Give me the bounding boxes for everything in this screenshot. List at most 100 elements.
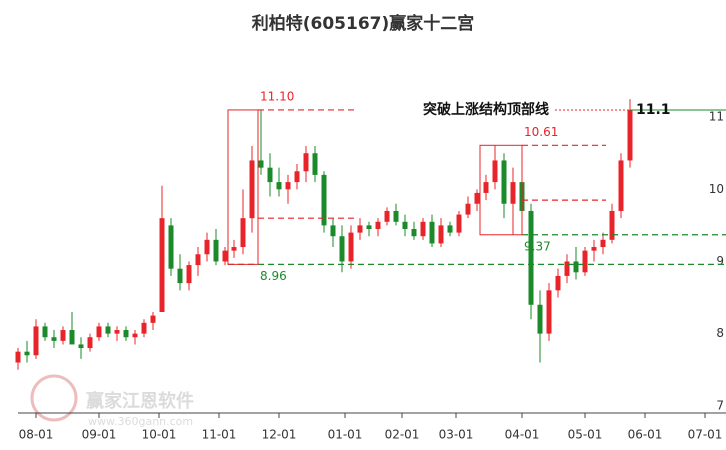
y-tick-label: 7 xyxy=(716,398,724,412)
candle-body xyxy=(393,210,399,222)
structure-box xyxy=(227,109,259,265)
candle-body xyxy=(312,153,318,175)
x-tick-label: 11-01 xyxy=(202,428,237,442)
candle-body xyxy=(177,268,183,284)
candle-body xyxy=(114,330,120,334)
y-tick-label: 10 xyxy=(709,182,724,196)
box-bottom-label: 8.96 xyxy=(260,269,287,283)
candle-body xyxy=(609,210,615,240)
candle-body xyxy=(33,326,39,356)
candle-body xyxy=(78,344,84,349)
x-tick-label: 06-01 xyxy=(628,428,663,442)
candle-body xyxy=(438,225,444,244)
chart-title: 利柏特(605167)赢家十二宫 xyxy=(252,13,475,34)
candle-body xyxy=(357,225,363,233)
candle-body xyxy=(573,261,579,273)
candle-body xyxy=(510,182,516,204)
candle-body xyxy=(303,153,309,172)
box-top-label: 10.61 xyxy=(524,125,558,139)
candle-body xyxy=(87,337,93,349)
candle-body xyxy=(213,239,219,262)
watermark-logo xyxy=(30,374,78,422)
x-tick-label: 03-01 xyxy=(439,428,474,442)
candle-body xyxy=(294,171,300,183)
candle-body xyxy=(231,247,237,251)
y-tick-label: 9 xyxy=(716,254,724,268)
candle-body xyxy=(600,239,606,248)
candle-body xyxy=(528,210,534,305)
candle-body xyxy=(420,221,426,237)
candle-body xyxy=(150,315,156,323)
y-tick-label: 8 xyxy=(716,326,724,340)
candle-body xyxy=(402,221,408,229)
candle-body xyxy=(204,239,210,255)
candle-body xyxy=(132,333,138,338)
x-tick-label: 02-01 xyxy=(385,428,420,442)
candle-body xyxy=(465,203,471,215)
candle-body xyxy=(330,225,336,237)
candle-body xyxy=(555,275,561,291)
candle-body xyxy=(267,167,273,183)
candle-body xyxy=(105,326,111,334)
candle-body xyxy=(537,304,543,334)
x-tick-label: 04-01 xyxy=(505,428,540,442)
watermark-text: 赢家江恩软件 xyxy=(86,390,194,412)
candle-body xyxy=(258,160,264,168)
candle-body xyxy=(627,109,633,161)
x-tick-label: 09-01 xyxy=(82,428,117,442)
candle-body xyxy=(348,232,354,262)
candle-body xyxy=(321,174,327,226)
candle-body xyxy=(186,265,192,284)
y-tick-label: 11 xyxy=(709,110,724,124)
candle-body xyxy=(195,254,201,266)
candle-body xyxy=(24,351,30,356)
structure-box xyxy=(479,144,523,236)
candle-body xyxy=(429,221,435,244)
candle-body xyxy=(222,250,228,262)
x-tick-label: 12-01 xyxy=(262,428,297,442)
candle-body xyxy=(483,182,489,193)
candle-body xyxy=(546,290,552,334)
watermark: 赢家江恩软件 www.360gann.com xyxy=(30,374,194,428)
candle-body xyxy=(285,182,291,190)
candle-body xyxy=(159,218,165,312)
breakout-text: 突破上涨结构顶部线 xyxy=(423,101,549,118)
candle-body xyxy=(564,261,570,276)
candle-body xyxy=(384,210,390,222)
candle-body xyxy=(474,192,480,204)
x-tick-label: 05-01 xyxy=(568,428,603,442)
box-bottom-label: 9.37 xyxy=(524,239,551,253)
breakout-value: 11.1 xyxy=(636,102,671,118)
watermark-url: www.360gann.com xyxy=(88,415,193,428)
candle-body xyxy=(42,326,48,338)
candle-body xyxy=(168,225,174,269)
candle-body xyxy=(123,330,129,338)
candle-body xyxy=(456,214,462,233)
candle-body xyxy=(276,182,282,190)
candle-body xyxy=(501,160,507,204)
x-tick-label: 08-01 xyxy=(19,428,54,442)
x-tick-label: 10-01 xyxy=(142,428,177,442)
candle-body xyxy=(60,330,66,341)
candle-body xyxy=(339,236,345,262)
candle-body xyxy=(375,221,381,229)
candle-body xyxy=(618,160,624,211)
candle-body xyxy=(249,160,255,219)
candle-body xyxy=(15,351,21,363)
candle-body xyxy=(69,330,75,345)
x-tick-label: 07-01 xyxy=(688,428,723,442)
candle-body xyxy=(591,247,597,251)
candle-body xyxy=(411,229,417,237)
candle-body xyxy=(51,337,57,341)
candle-body xyxy=(447,225,453,233)
candle-body xyxy=(240,218,246,248)
candle-body xyxy=(492,160,498,183)
candle-body xyxy=(96,326,102,338)
candle-body xyxy=(141,322,147,334)
x-tick-label: 01-01 xyxy=(328,428,363,442)
candle-body xyxy=(366,225,372,229)
box-top-label: 11.10 xyxy=(260,89,294,103)
candle-body xyxy=(582,250,588,273)
